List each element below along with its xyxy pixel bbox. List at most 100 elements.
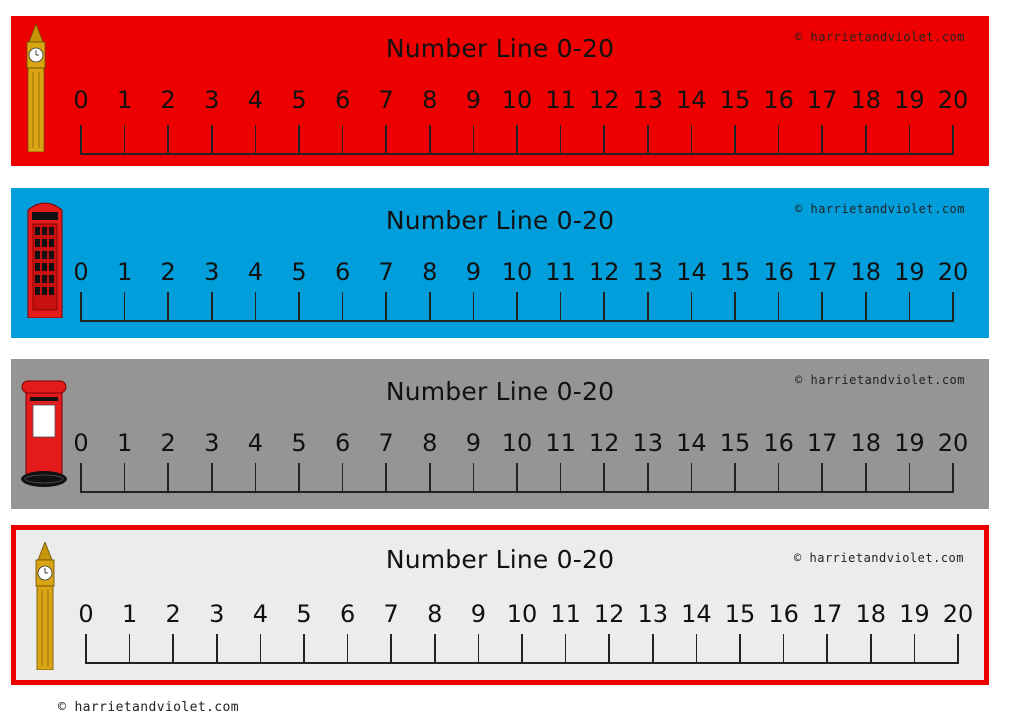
ruler-tick bbox=[472, 463, 475, 493]
ruler-tick bbox=[608, 634, 610, 664]
ruler-tick bbox=[298, 125, 300, 155]
ruler-tick bbox=[211, 125, 213, 155]
number-labels: 0 1 2 3 4 5 6 7 8 9 10 11 12 13 14 15 16 17 18 19 20 bbox=[11, 258, 989, 288]
ruler-tick bbox=[690, 463, 693, 493]
number-label: 16 bbox=[763, 86, 794, 114]
ruler-tick bbox=[690, 292, 693, 322]
copyright-credit: © harrietandviolet.com bbox=[794, 551, 964, 565]
ruler-tick bbox=[259, 634, 262, 664]
ruler-tick bbox=[80, 463, 82, 493]
number-label: 10 bbox=[501, 86, 533, 114]
ruler-tick bbox=[211, 292, 213, 322]
ruler-tick bbox=[559, 125, 562, 155]
ruler-tick bbox=[952, 463, 954, 493]
ruler-tick bbox=[167, 292, 169, 322]
number-label: 14 bbox=[676, 429, 707, 457]
number-label: 13 bbox=[637, 600, 669, 628]
number-line-title: Number Line 0-20 bbox=[385, 377, 615, 406]
number-labels: 0 1 2 3 4 5 6 7 8 9 10 11 12 13 14 15 16 17 18 19 20 bbox=[11, 429, 989, 459]
number-label: 10 bbox=[501, 258, 533, 286]
ruler-tick bbox=[434, 634, 436, 664]
number-label: 6 bbox=[334, 429, 351, 457]
number-label: 3 bbox=[204, 258, 220, 286]
ruler-tick bbox=[516, 125, 518, 155]
big-ben-icon bbox=[26, 24, 46, 152]
ruler-tick bbox=[865, 292, 867, 322]
number-label: 12 bbox=[593, 600, 625, 628]
ruler-tick bbox=[429, 125, 431, 155]
ruler-tick bbox=[739, 634, 741, 664]
ruler-tick bbox=[472, 125, 475, 155]
number-label: 9 bbox=[465, 429, 482, 457]
number-label: 12 bbox=[588, 258, 620, 286]
number-line-ruler bbox=[11, 121, 989, 155]
number-label: 19 bbox=[894, 258, 925, 286]
ruler-tick bbox=[341, 125, 344, 155]
ruler-tick bbox=[821, 125, 823, 155]
ruler-tick bbox=[821, 463, 823, 493]
number-line-title: Number Line 0-20 bbox=[385, 34, 615, 63]
number-label: 7 bbox=[383, 600, 399, 628]
number-label: 1 bbox=[116, 429, 133, 457]
number-label: 17 bbox=[811, 600, 843, 628]
footer-credit: © harrietandviolet.com bbox=[58, 700, 239, 715]
number-label: 20 bbox=[937, 258, 969, 286]
number-label: 15 bbox=[724, 600, 756, 628]
number-label: 7 bbox=[378, 258, 394, 286]
ruler-tick bbox=[603, 463, 605, 493]
ruler-tick bbox=[777, 463, 780, 493]
ruler-tick bbox=[647, 125, 649, 155]
ruler-tick bbox=[521, 634, 523, 664]
number-label: 4 bbox=[247, 258, 264, 286]
number-label: 16 bbox=[763, 258, 794, 286]
ruler-tick bbox=[516, 292, 518, 322]
number-label: 2 bbox=[160, 429, 176, 457]
ruler-tick bbox=[647, 292, 649, 322]
copyright-credit: © harrietandviolet.com bbox=[795, 202, 965, 216]
ruler-tick bbox=[865, 463, 867, 493]
number-line-ruler bbox=[16, 630, 984, 664]
ruler-tick bbox=[85, 634, 87, 664]
ruler-tick bbox=[777, 125, 780, 155]
number-label: 0 bbox=[73, 258, 89, 286]
number-label: 0 bbox=[73, 429, 89, 457]
phone-box-icon bbox=[27, 202, 63, 318]
number-label: 9 bbox=[465, 258, 482, 286]
ruler-tick bbox=[341, 292, 344, 322]
ruler-tick bbox=[821, 292, 823, 322]
ruler-tick bbox=[477, 634, 480, 664]
number-line-title: Number Line 0-20 bbox=[385, 545, 615, 574]
ruler-tick bbox=[865, 125, 867, 155]
ruler-tick bbox=[385, 125, 387, 155]
ruler-tick bbox=[908, 463, 911, 493]
number-label: 15 bbox=[719, 86, 751, 114]
ruler-tick bbox=[385, 463, 387, 493]
number-label: 17 bbox=[806, 86, 838, 114]
number-label: 13 bbox=[632, 86, 664, 114]
ruler-tick bbox=[913, 634, 916, 664]
number-labels: 0 1 2 3 4 5 6 7 8 9 10 11 12 13 14 15 16 17 18 19 20 bbox=[16, 600, 984, 630]
number-label: 11 bbox=[545, 86, 576, 114]
number-label: 6 bbox=[334, 258, 351, 286]
number-label: 1 bbox=[116, 258, 133, 286]
number-label: 1 bbox=[116, 86, 133, 114]
number-label: 13 bbox=[632, 429, 664, 457]
number-label: 14 bbox=[676, 258, 707, 286]
number-line-ruler bbox=[11, 288, 989, 322]
number-label: 18 bbox=[855, 600, 887, 628]
ruler-tick bbox=[826, 634, 828, 664]
ruler-tick bbox=[128, 634, 131, 664]
number-line-strip-3: Number Line 0-20 © harrietandviolet.com … bbox=[11, 359, 989, 509]
number-label: 10 bbox=[506, 600, 538, 628]
ruler-tick bbox=[734, 125, 736, 155]
ruler-tick bbox=[80, 292, 82, 322]
ruler-tick bbox=[123, 292, 126, 322]
number-label: 9 bbox=[470, 600, 487, 628]
ruler-tick bbox=[123, 125, 126, 155]
ruler-tick bbox=[957, 634, 959, 664]
number-label: 18 bbox=[850, 86, 882, 114]
number-label: 20 bbox=[942, 600, 974, 628]
big-ben-icon bbox=[35, 542, 55, 670]
ruler-tick bbox=[254, 292, 257, 322]
number-label: 2 bbox=[160, 86, 176, 114]
